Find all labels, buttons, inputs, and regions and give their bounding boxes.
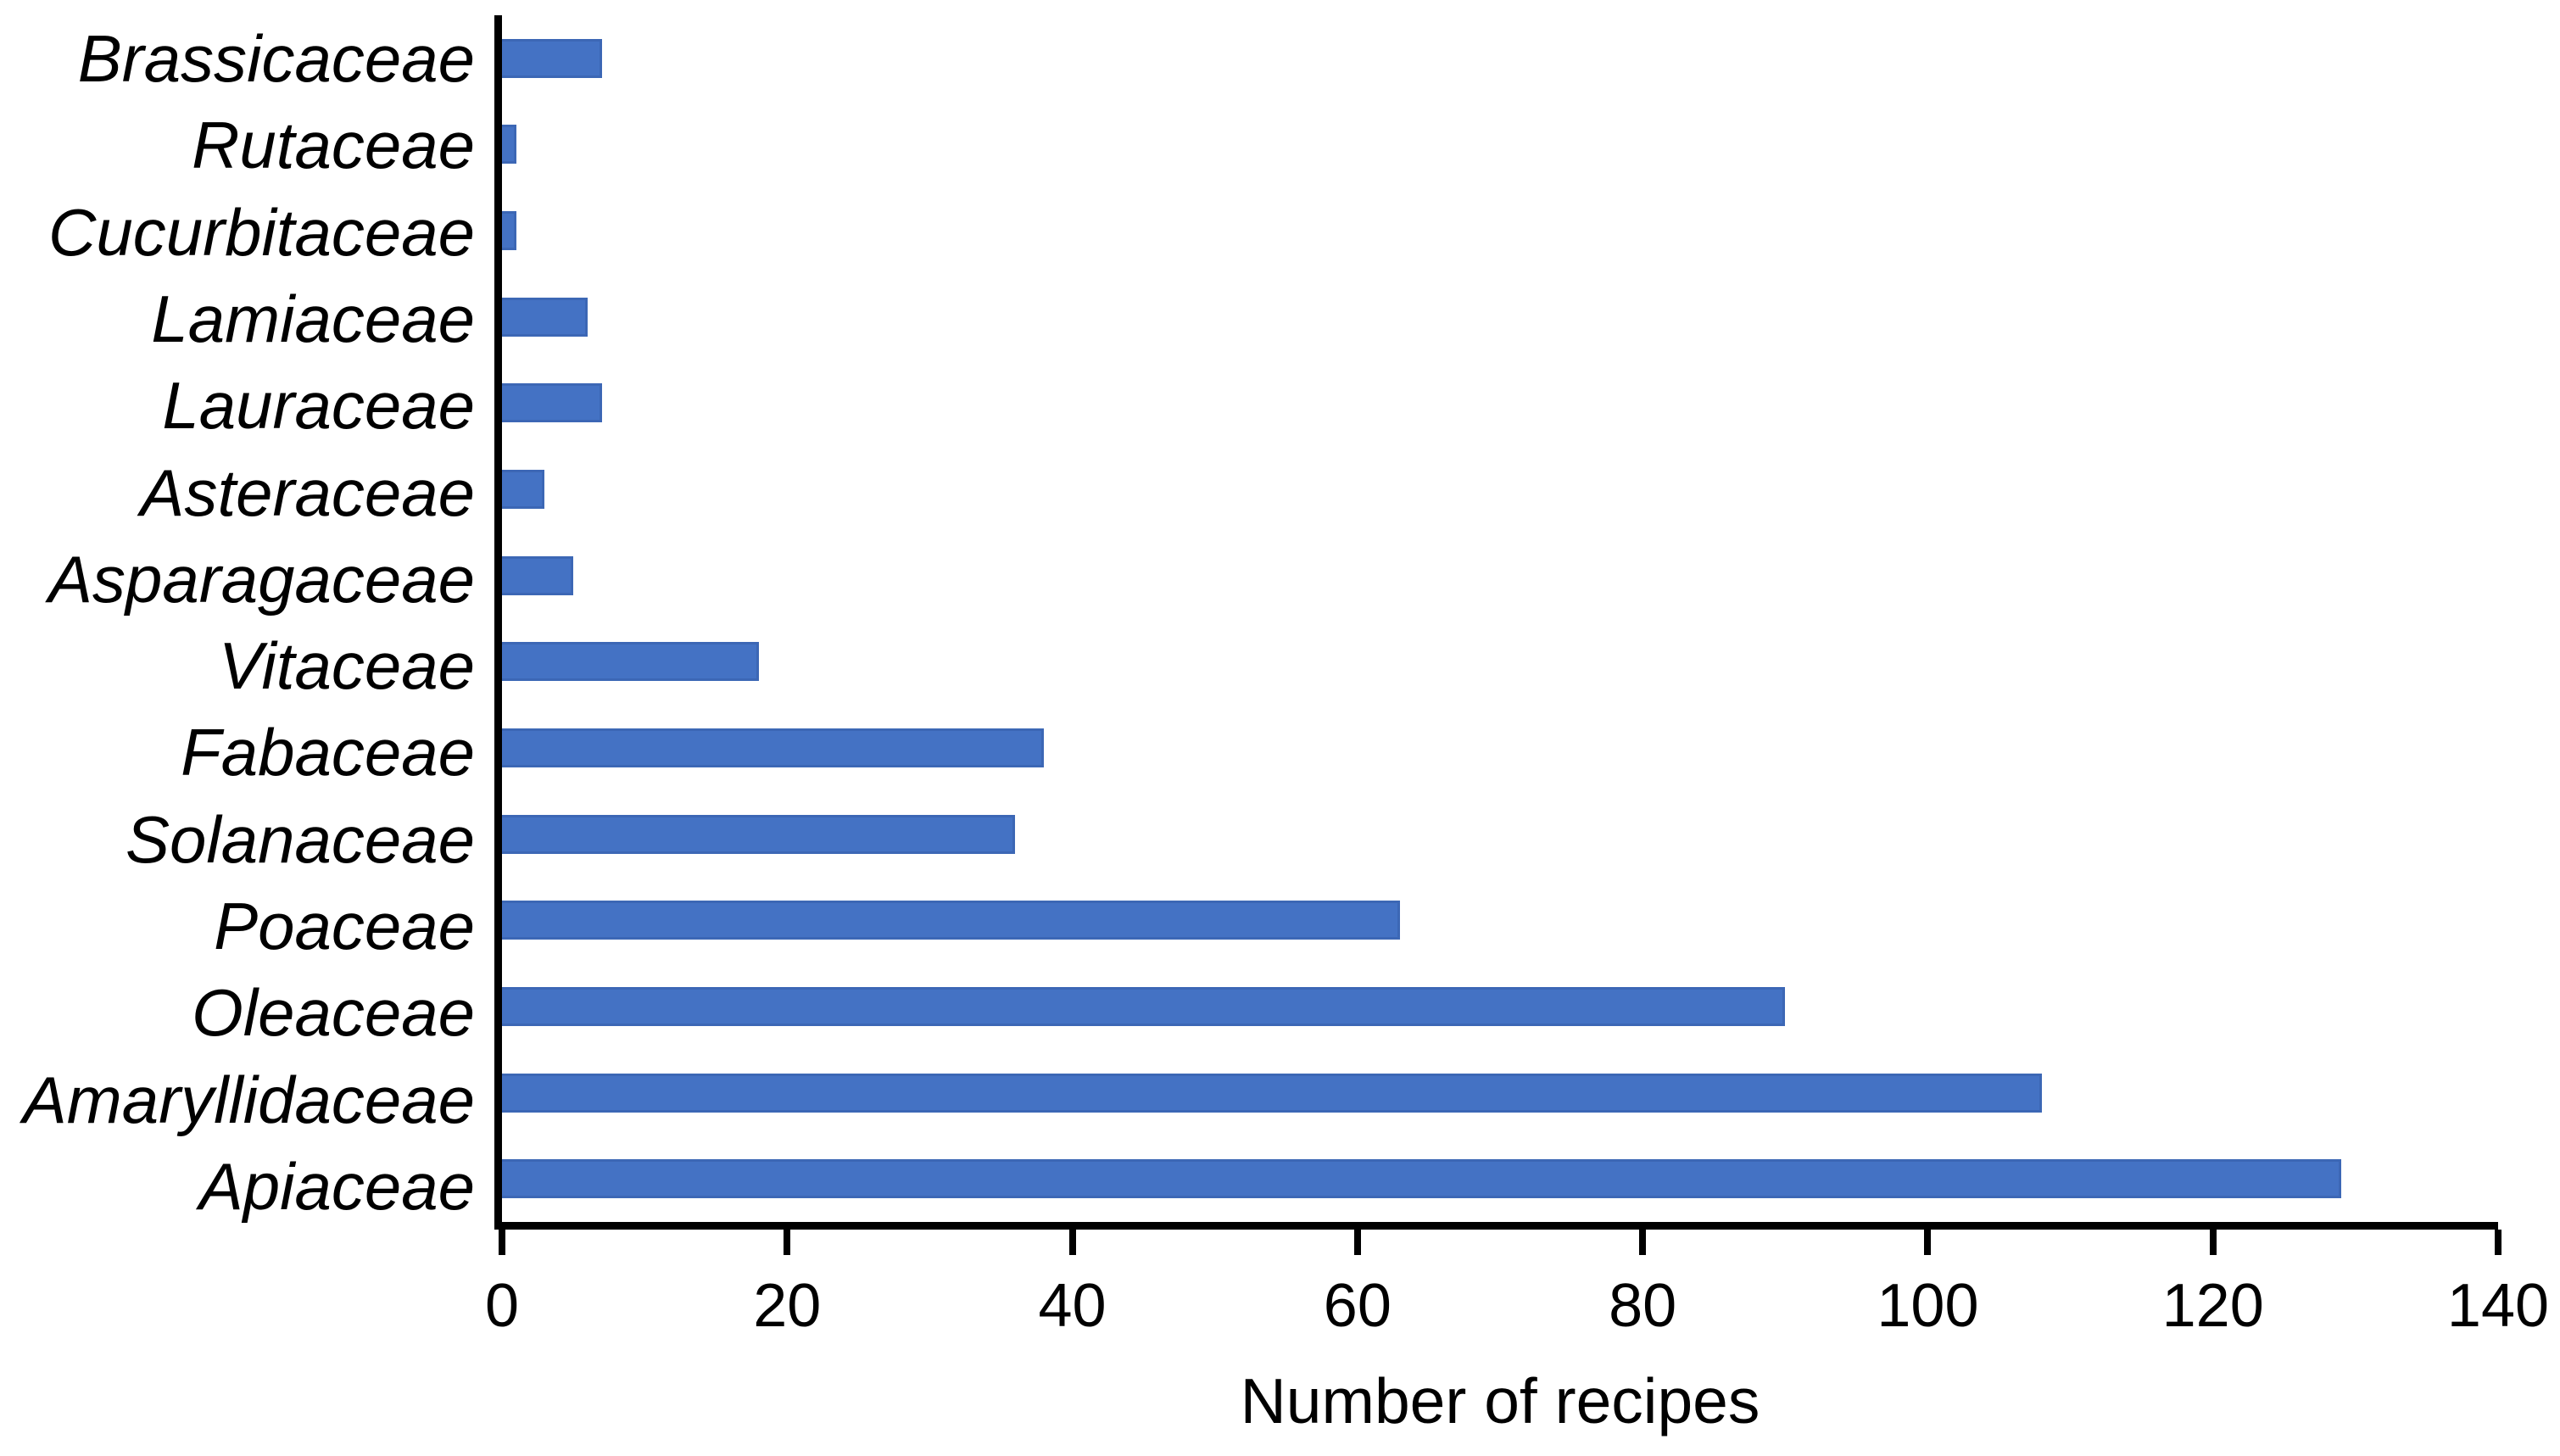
bar-row: [502, 187, 2498, 274]
category-row: Lamiaceae: [0, 276, 475, 362]
category-label: Asparagaceae: [47, 541, 475, 616]
category-row: Apiaceae: [0, 1143, 475, 1230]
bar-row: [502, 533, 2498, 619]
category-label: Vitaceae: [218, 628, 475, 704]
bar: [502, 297, 588, 337]
x-axis-tick-label: 0: [484, 1272, 520, 1340]
category-row: Cucurbitaceae: [0, 189, 475, 276]
category-row: Brassicaceae: [0, 15, 475, 102]
category-axis: Brassicaceae Rutaceae Cucurbitaceae Lamiace…: [0, 15, 475, 1230]
x-axis-tick: [1068, 1230, 1076, 1255]
category-row: Poaceae: [0, 883, 475, 969]
bar-row: [502, 705, 2498, 791]
category-label: Solanaceae: [125, 801, 475, 877]
category-row: Solanaceae: [0, 796, 475, 883]
x-axis-title: Number of recipes: [1240, 1365, 1760, 1436]
bar-row: [502, 1135, 2498, 1222]
category-label: Apiaceae: [198, 1148, 475, 1224]
category-label: Fabaceae: [181, 715, 475, 790]
bar: [502, 1159, 2342, 1199]
category-row: Asparagaceae: [0, 536, 475, 622]
category-row: Lauraceae: [0, 362, 475, 449]
chart-body: Brassicaceae Rutaceae Cucurbitaceae Lamiace…: [0, 15, 2549, 1336]
x-axis-tick: [1353, 1230, 1361, 1255]
x-axis-tick-label: 80: [1609, 1272, 1677, 1340]
bar: [502, 901, 1401, 940]
x-axis-tick: [784, 1230, 791, 1255]
category-label: Cucurbitaceae: [48, 194, 475, 270]
bar: [502, 125, 516, 165]
category-label: Brassicaceae: [77, 21, 475, 97]
bar-row: [502, 274, 2498, 360]
bar: [502, 555, 574, 595]
bar: [502, 728, 1044, 767]
x-axis-tick-label: 40: [1038, 1272, 1107, 1340]
bar-row: [502, 1050, 2498, 1136]
bar-row: [502, 791, 2498, 878]
category-row: Rutaceae: [0, 102, 475, 188]
category-label: Lauraceae: [162, 368, 475, 443]
x-axis-tick-label: 20: [753, 1272, 822, 1340]
plot-area: 0 20 40 60 80 100 120 140: [485, 15, 2549, 1336]
bar: [502, 383, 602, 423]
bar-row: [502, 360, 2498, 447]
category-row: Fabaceae: [0, 709, 475, 795]
category-label: Lamiaceae: [151, 281, 475, 356]
category-label: Asteraceae: [140, 455, 475, 530]
category-label: Amaryllidaceae: [22, 1062, 475, 1137]
bar: [502, 986, 1786, 1026]
bar-row: [502, 15, 2498, 102]
bar: [502, 642, 759, 682]
x-axis-tick: [1924, 1230, 1932, 1255]
x-axis-tick: [2495, 1230, 2501, 1255]
x-axis-tick: [1639, 1230, 1647, 1255]
bar: [502, 814, 1016, 854]
category-label: Oleaceae: [192, 975, 475, 1051]
bar-row: [502, 102, 2498, 188]
bar-row: [502, 877, 2498, 963]
bar: [502, 38, 602, 78]
category-row: Vitaceae: [0, 622, 475, 709]
x-axis-tick-label: 60: [1323, 1272, 1392, 1340]
bar-row: [502, 446, 2498, 533]
bar-row: [502, 618, 2498, 705]
category-row: Oleaceae: [0, 969, 475, 1056]
x-axis-tick-label: 120: [2161, 1272, 2264, 1340]
x-axis-tick: [499, 1230, 505, 1255]
bar: [502, 211, 516, 251]
x-axis-tick-label: 140: [2446, 1272, 2550, 1340]
category-label: Rutaceae: [192, 108, 475, 183]
category-row: Amaryllidaceae: [0, 1056, 475, 1142]
bar-row: [502, 963, 2498, 1050]
bar: [502, 470, 545, 510]
category-label: Poaceae: [214, 888, 475, 963]
bar: [502, 1073, 2042, 1113]
x-axis-tick-label: 100: [1877, 1272, 1979, 1340]
category-row: Asteraceae: [0, 449, 475, 535]
x-axis-tick: [2209, 1230, 2217, 1255]
